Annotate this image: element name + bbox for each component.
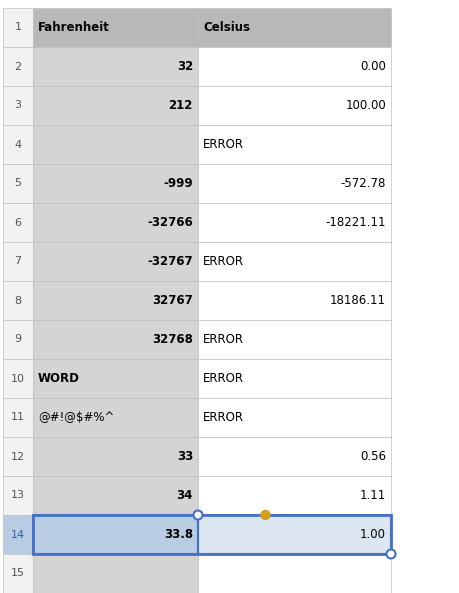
Bar [197, 281, 390, 320]
Circle shape [193, 511, 202, 519]
Circle shape [261, 511, 269, 519]
Text: 100.00: 100.00 [345, 99, 385, 112]
Text: 0.56: 0.56 [359, 450, 385, 463]
Bar [3, 47, 33, 86]
Bar [3, 8, 33, 47]
Text: 9: 9 [14, 334, 22, 345]
Text: 33: 33 [176, 450, 193, 463]
Text: 32768: 32768 [152, 333, 193, 346]
Text: -18221.11: -18221.11 [325, 216, 385, 229]
Bar [3, 125, 33, 164]
Bar [197, 437, 390, 476]
Bar [33, 515, 197, 554]
Text: ERROR: ERROR [202, 255, 243, 268]
Text: -32766: -32766 [147, 216, 193, 229]
Bar [33, 476, 197, 515]
Text: -999: -999 [163, 177, 193, 190]
Text: 13: 13 [11, 490, 25, 500]
Text: Celsius: Celsius [202, 21, 249, 34]
Bar [33, 86, 197, 125]
Bar [33, 320, 197, 359]
Text: 18186.11: 18186.11 [329, 294, 385, 307]
Bar [197, 125, 390, 164]
Bar [197, 8, 390, 47]
Text: 3: 3 [15, 100, 22, 110]
Text: 5: 5 [15, 178, 22, 189]
Bar [33, 125, 197, 164]
Bar [33, 47, 197, 86]
Text: 34: 34 [176, 489, 193, 502]
Text: 15: 15 [11, 569, 25, 579]
Text: 6: 6 [15, 218, 22, 228]
Text: 32767: 32767 [152, 294, 193, 307]
Bar [33, 398, 197, 437]
Bar [33, 515, 197, 554]
Circle shape [386, 550, 395, 559]
Bar [197, 554, 390, 593]
Text: Fahrenheit: Fahrenheit [38, 21, 110, 34]
Bar [33, 359, 197, 398]
Bar [33, 242, 197, 281]
Text: 7: 7 [14, 257, 22, 266]
Bar [3, 320, 33, 359]
Bar [197, 242, 390, 281]
Bar [3, 476, 33, 515]
Bar [197, 515, 390, 554]
Text: 1.11: 1.11 [359, 489, 385, 502]
Text: 14: 14 [11, 530, 25, 540]
Bar [33, 281, 197, 320]
Bar [3, 242, 33, 281]
Text: 0.00: 0.00 [359, 60, 385, 73]
Bar [3, 164, 33, 203]
Text: 1.00: 1.00 [359, 528, 385, 541]
Bar [33, 437, 197, 476]
Text: ERROR: ERROR [202, 411, 243, 424]
Bar [197, 515, 390, 554]
Bar [197, 203, 390, 242]
Text: @#!@$#%^: @#!@$#%^ [38, 411, 114, 424]
Text: 4: 4 [14, 139, 22, 149]
Bar [3, 515, 33, 554]
Text: 2: 2 [14, 62, 22, 72]
Text: 212: 212 [168, 99, 193, 112]
Bar [3, 398, 33, 437]
Bar [197, 164, 390, 203]
Bar [197, 320, 390, 359]
Text: 12: 12 [11, 451, 25, 461]
Bar [33, 515, 390, 554]
Text: ERROR: ERROR [202, 333, 243, 346]
Text: 11: 11 [11, 413, 25, 422]
Bar [197, 476, 390, 515]
Bar [197, 359, 390, 398]
Text: 10: 10 [11, 374, 25, 384]
Bar [3, 554, 33, 593]
Text: ERROR: ERROR [202, 372, 243, 385]
Text: 33.8: 33.8 [163, 528, 193, 541]
Text: ERROR: ERROR [202, 138, 243, 151]
Bar [3, 86, 33, 125]
Bar [3, 359, 33, 398]
Bar [33, 554, 197, 593]
Bar [3, 203, 33, 242]
Bar [3, 437, 33, 476]
Bar [33, 164, 197, 203]
Bar [3, 281, 33, 320]
Text: 8: 8 [14, 295, 22, 305]
Text: -32767: -32767 [147, 255, 193, 268]
Bar [197, 86, 390, 125]
Text: WORD: WORD [38, 372, 80, 385]
Text: -572.78: -572.78 [340, 177, 385, 190]
Text: 1: 1 [15, 23, 22, 33]
Bar [197, 47, 390, 86]
Bar [33, 203, 197, 242]
Bar [33, 8, 197, 47]
Text: 32: 32 [176, 60, 193, 73]
Bar [197, 398, 390, 437]
